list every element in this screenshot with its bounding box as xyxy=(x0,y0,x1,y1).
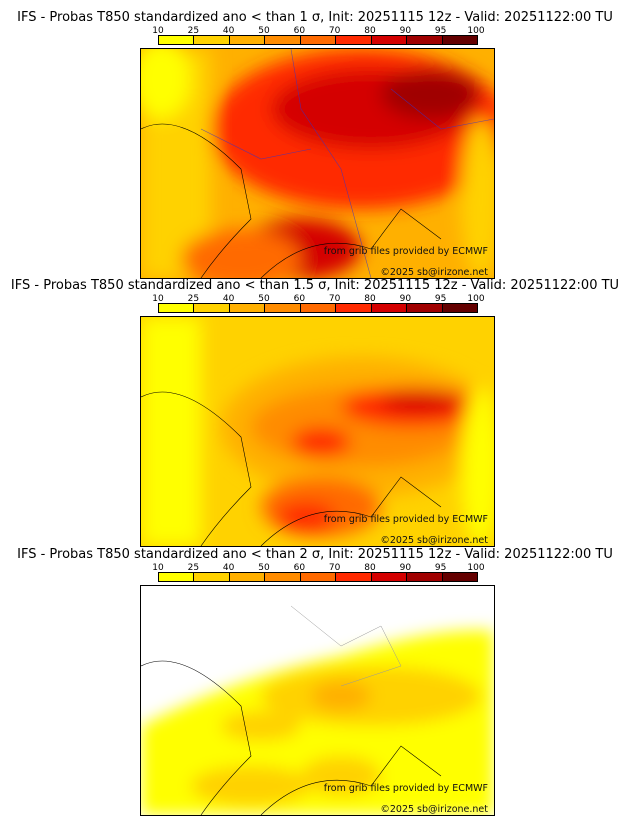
colorbar-ticks: 10 25 40 50 60 70 80 90 95 100 xyxy=(152,294,484,304)
colorbar-tick: 25 xyxy=(187,294,200,304)
colorbar-swatch xyxy=(336,36,372,44)
colorbar-swatch xyxy=(300,573,337,581)
copyright: ©2025 sb@irizone.net xyxy=(380,804,488,815)
colorbar-ticks: 10 25 40 50 60 70 80 90 95 100 xyxy=(152,563,484,573)
colorbar-tick: 95 xyxy=(434,26,447,36)
colorbar-tick: 100 xyxy=(467,26,485,36)
colorbar-swatch xyxy=(442,304,477,312)
panel-title: IFS - Probas T850 standardized ano < tha… xyxy=(10,278,620,293)
colorbar-tick: 80 xyxy=(364,26,376,36)
colorbar xyxy=(158,572,478,582)
colorbar-tick: 10 xyxy=(152,563,164,573)
colorbar-tick: 60 xyxy=(293,294,306,304)
colorbar-tick: 70 xyxy=(328,563,341,573)
colorbar-swatch xyxy=(442,36,477,44)
colorbar-swatch xyxy=(159,573,195,581)
colorbar-swatch xyxy=(229,573,266,581)
colorbar-swatch xyxy=(300,304,337,312)
colorbar-tick: 95 xyxy=(434,563,447,573)
colorbar-tick: 60 xyxy=(293,563,306,573)
colorbar-tick: 25 xyxy=(187,26,200,36)
colorbar-tick: 50 xyxy=(258,26,270,36)
colorbar-swatch xyxy=(336,573,372,581)
colorbar-ticks: 10 25 40 50 60 70 80 90 95 100 xyxy=(152,26,484,36)
colorbar-tick: 25 xyxy=(187,563,200,573)
panel-title: IFS - Probas T850 standardized ano < tha… xyxy=(17,10,613,25)
colorbar xyxy=(158,35,478,45)
colorbar-swatch xyxy=(371,304,408,312)
colorbar-swatch xyxy=(265,304,301,312)
colorbar-tick: 95 xyxy=(434,294,447,304)
probability-map: from grib files provided by ECMWF ©2025 … xyxy=(140,316,495,547)
data-credit: from grib files provided by ECMWF xyxy=(323,246,488,257)
colorbar-tick: 50 xyxy=(258,294,270,304)
probability-map: from grib files provided by ECMWF ©2025 … xyxy=(140,48,495,279)
colorbar-tick: 100 xyxy=(467,563,485,573)
probability-map: from grib files provided by ECMWF ©2025 … xyxy=(140,585,495,816)
colorbar-swatch xyxy=(300,36,337,44)
panel-2-sigma: IFS - Probas T850 standardized ano < tha… xyxy=(0,537,630,816)
colorbar-tick: 90 xyxy=(399,563,412,573)
colorbar xyxy=(158,303,478,313)
copyright: ©2025 sb@irizone.net xyxy=(380,535,488,546)
colorbar-tick: 40 xyxy=(222,26,235,36)
data-credit: from grib files provided by ECMWF xyxy=(323,783,488,794)
colorbar-swatch xyxy=(371,573,408,581)
copyright: ©2025 sb@irizone.net xyxy=(380,267,488,278)
colorbar-tick: 100 xyxy=(467,294,485,304)
colorbar-tick: 10 xyxy=(152,294,164,304)
colorbar-swatch xyxy=(229,304,266,312)
panel-1-5-sigma: IFS - Probas T850 standardized ano < tha… xyxy=(0,268,630,547)
panel-1-sigma: IFS - Probas T850 standardized ano < tha… xyxy=(0,0,630,279)
colorbar-swatch xyxy=(159,36,195,44)
colorbar-swatch xyxy=(194,36,230,44)
colorbar-swatch xyxy=(265,573,301,581)
panel-title: IFS - Probas T850 standardized ano < tha… xyxy=(17,547,613,562)
colorbar-swatch xyxy=(194,573,230,581)
colorbar-swatch xyxy=(407,304,443,312)
colorbar-tick: 80 xyxy=(364,563,376,573)
colorbar-tick: 40 xyxy=(222,563,235,573)
colorbar-swatch xyxy=(407,36,443,44)
colorbar-tick: 90 xyxy=(399,26,412,36)
colorbar-tick: 90 xyxy=(399,294,412,304)
colorbar-tick: 70 xyxy=(328,294,341,304)
colorbar-tick: 60 xyxy=(293,26,306,36)
colorbar-swatch xyxy=(265,36,301,44)
colorbar-swatch xyxy=(371,36,408,44)
colorbar-swatch xyxy=(336,304,372,312)
colorbar-swatch xyxy=(194,304,230,312)
colorbar-tick: 10 xyxy=(152,26,164,36)
colorbar-tick: 50 xyxy=(258,563,270,573)
data-credit: from grib files provided by ECMWF xyxy=(323,514,488,525)
colorbar-tick: 40 xyxy=(222,294,235,304)
colorbar-tick: 80 xyxy=(364,294,376,304)
colorbar-swatch xyxy=(442,573,477,581)
colorbar-tick: 70 xyxy=(328,26,341,36)
colorbar-swatch xyxy=(407,573,443,581)
colorbar-swatch xyxy=(229,36,266,44)
colorbar-swatch xyxy=(159,304,195,312)
